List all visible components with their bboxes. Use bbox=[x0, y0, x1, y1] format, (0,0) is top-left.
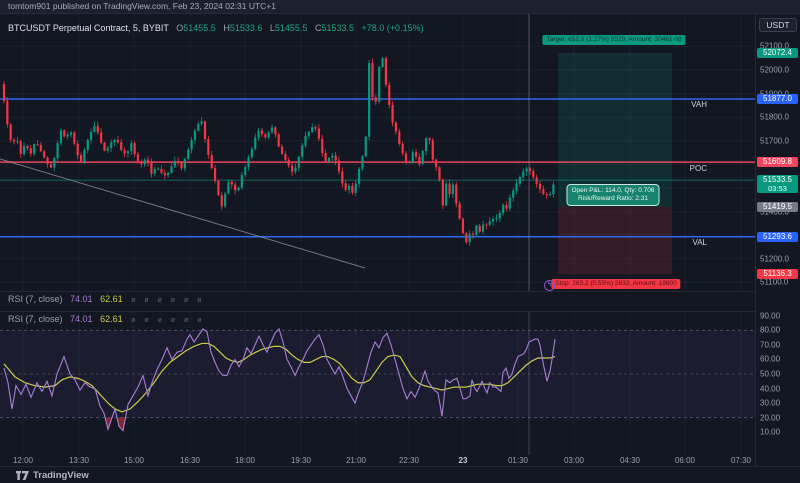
rsi-legend[interactable]: RSI (7, close) 74.01 62.61 ø ø ø ø ø ø bbox=[8, 314, 205, 324]
price-tick: 70.00 bbox=[760, 340, 781, 350]
lightning-icon[interactable]: ϟ bbox=[544, 280, 555, 291]
symbol-title[interactable]: BTCUSDT Perpetual Contract, 5, BYBIT bbox=[8, 23, 169, 33]
position-stop-label[interactable]: Stop: 283.2 (0.55%) 2832, Amount: 19800 bbox=[551, 279, 681, 289]
tradingview-logo-icon bbox=[16, 471, 29, 480]
price-scale[interactable]: USDT 52100.0 52000.0 51900.0 51800.0 51700.0… bbox=[755, 14, 800, 466]
price-badge: 52072.4 bbox=[757, 47, 798, 58]
publish-bar: tomtom901 published on TradingView.com, … bbox=[0, 0, 800, 14]
pane-divider[interactable] bbox=[0, 291, 800, 292]
low-label: L bbox=[269, 23, 275, 33]
close-value: 51533.5 bbox=[321, 23, 355, 33]
time-tick: 16:30 bbox=[179, 456, 201, 465]
time-tick: 19:30 bbox=[290, 456, 312, 465]
vah-label: VAH bbox=[691, 100, 707, 109]
loss-zone[interactable] bbox=[558, 206, 672, 274]
rsi-grid-layer bbox=[22, 312, 742, 455]
price-tick: 30.00 bbox=[760, 398, 781, 408]
price-badge: 51533.5 03:53 bbox=[757, 175, 798, 194]
tradingview-logo-text: TradingView bbox=[33, 470, 89, 481]
time-tick: 03:00 bbox=[563, 456, 585, 465]
time-tick: 12:00 bbox=[12, 456, 34, 465]
profit-zone[interactable] bbox=[558, 52, 672, 207]
symbol-legend[interactable]: BTCUSDT Perpetual Contract, 5, BYBIT O51… bbox=[8, 23, 424, 33]
rsi-ma-value: 62.61 bbox=[100, 314, 123, 324]
time-tick: 15:00 bbox=[123, 456, 145, 465]
tradingview-logo[interactable]: TradingView bbox=[16, 470, 89, 481]
rsi-pane[interactable] bbox=[0, 312, 755, 455]
time-tick: 13:30 bbox=[68, 456, 90, 465]
grid-layer bbox=[0, 14, 755, 291]
time-tick: 01:30 bbox=[507, 456, 529, 465]
time-tick: 04:30 bbox=[619, 456, 641, 465]
legend-action-icons[interactable]: ø ø ø ø ø ø bbox=[131, 297, 206, 304]
pnl-line2: Risk/Reward Ratio: 2.31 bbox=[577, 195, 649, 202]
price-tick: 52000.0 bbox=[760, 65, 789, 75]
open-label: O bbox=[176, 23, 184, 33]
price-badge: 51609.8 bbox=[757, 157, 798, 168]
time-tick: 07:30 bbox=[730, 456, 752, 465]
price-tick: 20.00 bbox=[760, 413, 781, 423]
rsi-legend-collapsed[interactable]: RSI (7, close) 74.01 62.61 ø ø ø ø ø ø bbox=[8, 294, 205, 304]
position-pnl-box[interactable]: Open P&L: 114.0, Qty: 0.706 Risk/Reward … bbox=[566, 184, 660, 206]
rsi-value: 74.01 bbox=[70, 294, 93, 304]
close-label: C bbox=[314, 23, 322, 33]
rsi-band bbox=[0, 330, 755, 418]
time-tick: 23 bbox=[458, 456, 468, 465]
price-tick: 52100.0 bbox=[760, 41, 789, 51]
price-tick: 51200.0 bbox=[760, 254, 789, 264]
time-tick: 21:00 bbox=[345, 456, 367, 465]
val-label: VAL bbox=[692, 238, 707, 247]
rsi-title[interactable]: RSI (7, close) bbox=[8, 314, 63, 324]
rsi-line[interactable] bbox=[3, 327, 556, 432]
rsi-ma-line[interactable] bbox=[3, 342, 556, 413]
low-value: 51455.5 bbox=[274, 23, 308, 33]
legend-action-icons[interactable]: ø ø ø ø ø ø bbox=[131, 317, 206, 324]
main-chart-pane[interactable]: BTCUSDT Perpetual Contract, 5, BYBIT O51… bbox=[0, 14, 755, 291]
price-tick: 10.00 bbox=[760, 427, 781, 437]
price-tick: 40.00 bbox=[760, 384, 781, 394]
price-tick: 51800.0 bbox=[760, 112, 789, 122]
currency-toggle-button[interactable]: USDT bbox=[759, 18, 797, 32]
publish-bar-text: tomtom901 published on TradingView.com, … bbox=[8, 1, 276, 11]
rsi-value: 74.01 bbox=[70, 314, 93, 324]
price-tick: 90.00 bbox=[760, 311, 781, 321]
rsi-ma-value: 62.61 bbox=[100, 294, 123, 304]
high-value: 51533.6 bbox=[229, 23, 263, 33]
rsi-oversold-fill bbox=[105, 417, 112, 430]
time-tick: 22:30 bbox=[398, 456, 420, 465]
price-tick: 51100.0 bbox=[760, 277, 789, 287]
price-tick: 51700.0 bbox=[760, 136, 789, 146]
price-tick: 51900.0 bbox=[760, 89, 789, 98]
countdown-timer: 03:53 bbox=[768, 184, 787, 194]
trendline[interactable] bbox=[0, 158, 366, 269]
rsi-title[interactable]: RSI (7, close) bbox=[8, 294, 63, 304]
price-tick: 50.00 bbox=[760, 369, 781, 379]
position-target-label[interactable]: Target: 652.9 (1.27%) 6529, Amount: 2046… bbox=[542, 35, 686, 45]
open-value: 51455.5 bbox=[183, 23, 216, 33]
pnl-line1: Open P&L: 114.0, Qty: 0.706 bbox=[571, 187, 655, 194]
price-tick: 60.00 bbox=[760, 354, 781, 364]
price-badge: 51293.6 bbox=[757, 231, 798, 242]
poc-label: POC bbox=[689, 164, 707, 173]
candles-layer bbox=[2, 56, 555, 246]
price-badge: 51877.0 bbox=[757, 94, 798, 105]
high-label: H bbox=[223, 23, 230, 33]
time-tick: 18:00 bbox=[234, 456, 256, 465]
price-badge: 51136.3 bbox=[757, 268, 798, 279]
candlestick-canvas[interactable] bbox=[0, 14, 755, 291]
footer-bar: TradingView bbox=[0, 466, 800, 483]
price-tick: 80.00 bbox=[760, 325, 781, 335]
price-badge: 51419.5 bbox=[757, 201, 798, 212]
time-axis[interactable]: 12:00 13:30 15:00 16:30 18:00 19:30 21:00 22:30… bbox=[0, 455, 755, 466]
change-value: +78.0 (+0.15%) bbox=[361, 23, 424, 33]
pane-divider[interactable] bbox=[0, 311, 800, 312]
rsi-canvas[interactable] bbox=[0, 312, 755, 455]
time-tick: 06:00 bbox=[674, 456, 696, 465]
